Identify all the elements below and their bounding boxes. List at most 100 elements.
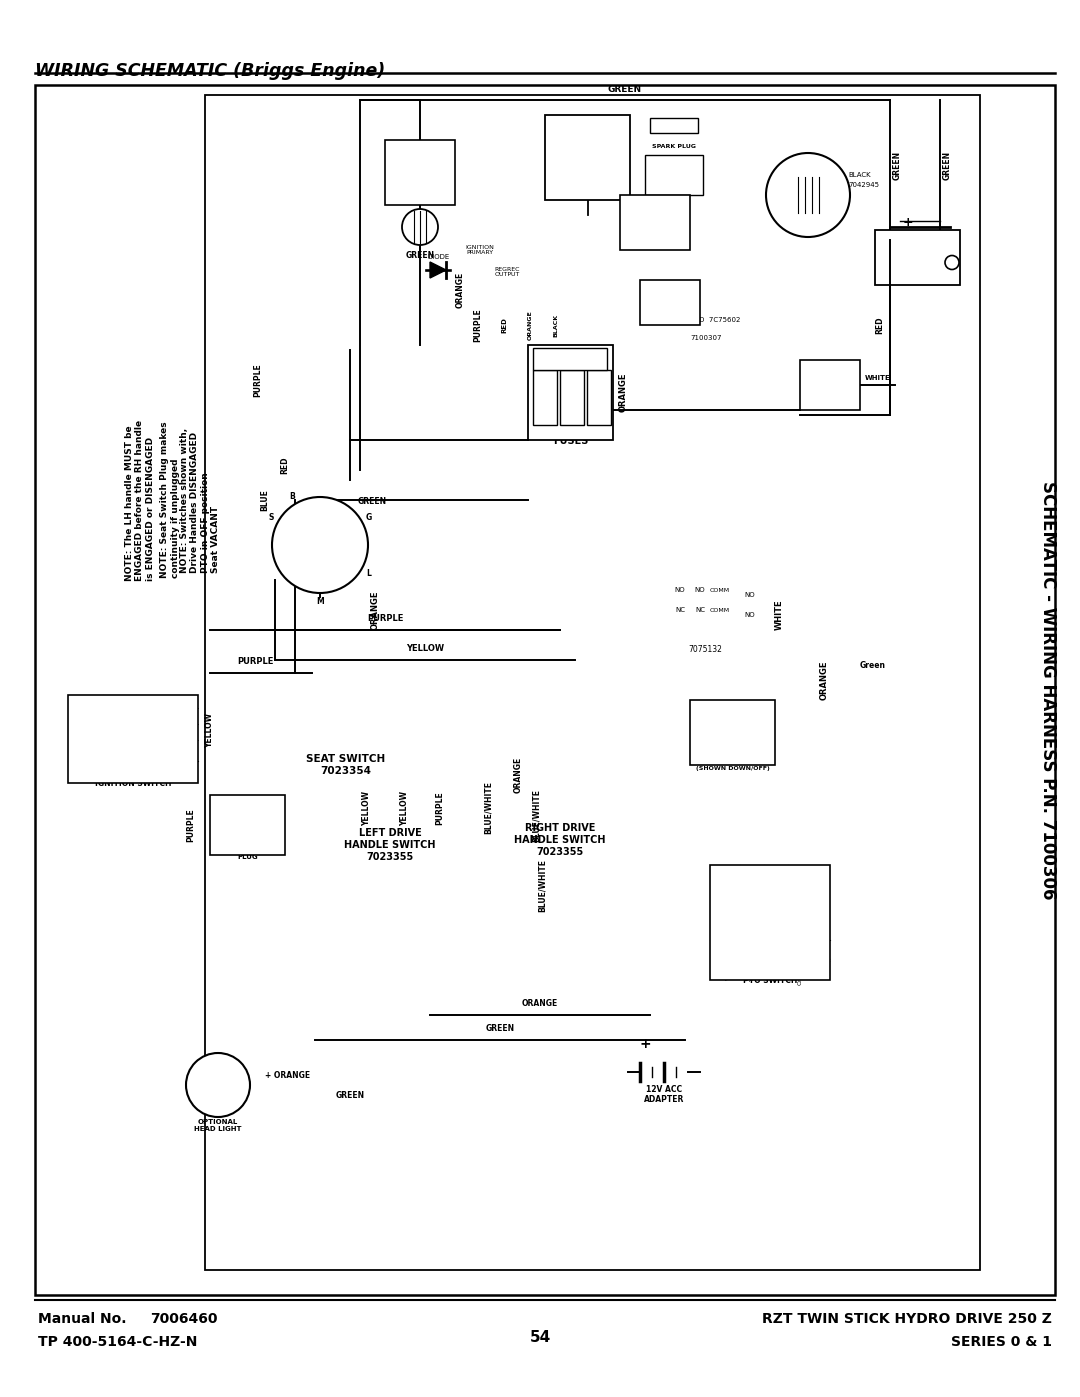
- Text: SPARK PLUG: SPARK PLUG: [652, 144, 696, 149]
- Bar: [561, 370, 584, 425]
- Text: SCHEMATIC - WIRING HARNESS P.N. 7100306: SCHEMATIC - WIRING HARNESS P.N. 7100306: [1039, 481, 1057, 900]
- Text: 12V ACC
ADAPTER: 12V ACC ADAPTER: [644, 1084, 685, 1104]
- Text: START: START: [537, 408, 553, 414]
- Circle shape: [186, 1053, 249, 1118]
- Bar: [650, 117, 698, 133]
- Text: RED: RED: [875, 316, 885, 334]
- Text: MOTOR: MOTOR: [792, 203, 824, 211]
- Text: SOLENOID
7075022: SOLENOID 7075022: [810, 379, 850, 391]
- Text: NO: NO: [745, 592, 755, 598]
- Text: Blue/White: Blue/White: [716, 957, 754, 963]
- Text: RED: RED: [501, 317, 507, 332]
- Bar: [68, 694, 198, 782]
- Text: 1 OFF: 1 OFF: [73, 729, 89, 735]
- Bar: [645, 155, 703, 196]
- Text: RED: RED: [431, 217, 440, 233]
- Text: PTO CLUTCH
LOAD
1717864: PTO CLUTCH LOAD 1717864: [395, 162, 445, 183]
- Text: +: +: [639, 1037, 651, 1051]
- Text: ORANGE: ORANGE: [456, 272, 464, 309]
- Text: WIRING SCHEMATIC (Briggs Engine): WIRING SCHEMATIC (Briggs Engine): [35, 61, 386, 80]
- Bar: [545, 115, 630, 200]
- Text: PURPLE: PURPLE: [435, 791, 445, 824]
- Text: YELLOW: YELLOW: [406, 644, 444, 652]
- Text: S: S: [269, 513, 274, 521]
- Text: B+L: B+L: [157, 746, 170, 750]
- Text: GREEN: GREEN: [357, 496, 387, 506]
- Text: RED  7C75602: RED 7C75602: [690, 317, 741, 323]
- Bar: [690, 700, 775, 766]
- Text: G: G: [365, 513, 372, 521]
- Text: Orange: Orange: [797, 963, 802, 985]
- Text: NOTE: Seat Switch Plug makes
continuity if unplugged: NOTE: Seat Switch Plug makes continuity …: [160, 422, 179, 578]
- Text: BLACK: BLACK: [848, 172, 870, 177]
- Text: ORANGE: ORANGE: [522, 999, 558, 1009]
- Text: 30A: 30A: [594, 420, 605, 425]
- Text: WHITE: WHITE: [865, 374, 891, 381]
- Text: PURPLE: PURPLE: [186, 807, 195, 842]
- Text: ORANGE: ORANGE: [370, 591, 379, 630]
- Text: 7075132: 7075132: [744, 870, 775, 876]
- Text: ACC.: ACC.: [563, 355, 579, 360]
- Text: YELLOW: YELLOW: [205, 712, 215, 747]
- Text: 7100326: 7100326: [660, 168, 688, 172]
- Text: OPTIONAL
HEAD LIGHT: OPTIONAL HEAD LIGHT: [194, 1119, 242, 1132]
- Text: BLACK: BLACK: [554, 313, 558, 337]
- Text: COMM: COMM: [710, 588, 730, 592]
- Text: Green: Green: [860, 661, 886, 669]
- Bar: [35, 85, 1055, 1295]
- Text: GREEN: GREEN: [485, 1024, 514, 1032]
- Text: 7075132: 7075132: [688, 645, 721, 655]
- Text: ANTI-BACKFIRE
SOLENOID: ANTI-BACKFIRE SOLENOID: [627, 217, 683, 228]
- Text: X: X: [116, 697, 120, 703]
- Text: NO: NO: [745, 612, 755, 617]
- Text: 15A: 15A: [540, 420, 551, 425]
- Bar: [528, 345, 613, 440]
- Text: N C: N C: [814, 888, 825, 894]
- Text: DIODE: DIODE: [427, 254, 449, 260]
- Text: SEAT SWITCH
7023354: SEAT SWITCH 7023354: [307, 754, 386, 775]
- Text: IGNITION: IGNITION: [300, 538, 340, 546]
- Text: 7006460: 7006460: [150, 1312, 217, 1326]
- Text: Yellow: Yellow: [750, 963, 755, 981]
- Text: HARNESS: HARNESS: [659, 180, 689, 186]
- Bar: [534, 370, 557, 425]
- Text: G+M: G+M: [110, 746, 125, 750]
- Text: NC: NC: [696, 608, 705, 613]
- Text: GREEN: GREEN: [943, 151, 951, 180]
- Text: 7075132: 7075132: [717, 722, 748, 728]
- Text: NC: NC: [675, 608, 685, 613]
- Text: B·L: B·L: [158, 768, 167, 773]
- Bar: [640, 279, 700, 326]
- Text: 7100449
BATTERY: 7100449 BATTERY: [899, 247, 936, 267]
- Text: Green: Green: [773, 963, 779, 981]
- Text: NO: NO: [675, 587, 686, 592]
- Text: BLUE: BLUE: [260, 489, 270, 511]
- Text: GREEN: GREEN: [893, 151, 902, 180]
- Text: PTO: PTO: [567, 420, 578, 425]
- Text: G·M: G·M: [112, 768, 124, 773]
- Text: SEAT SWITCH
PLUG: SEAT SWITCH PLUG: [221, 847, 274, 861]
- Text: 30A: 30A: [567, 408, 578, 414]
- Text: NOTE: Switches shown with,
Drive Handles DISENGAGED
PTO in OFF position
Seat VAC: NOTE: Switches shown with, Drive Handles…: [180, 427, 220, 573]
- Text: BLUE/WHITE: BLUE/WHITE: [531, 788, 540, 841]
- Text: NO: NO: [742, 753, 750, 759]
- Bar: [800, 360, 860, 409]
- Bar: [534, 348, 607, 370]
- Text: 2 ON: 2 ON: [73, 714, 86, 718]
- Text: B: B: [289, 492, 295, 502]
- Text: BRIGGS
ENGINE: BRIGGS ENGINE: [568, 148, 607, 168]
- Text: M: M: [316, 597, 324, 605]
- Text: SERIES 0 & 1: SERIES 0 & 1: [951, 1336, 1052, 1350]
- Circle shape: [945, 256, 959, 270]
- Text: ORANGE: ORANGE: [527, 310, 532, 339]
- Text: ORANGE: ORANGE: [820, 661, 829, 700]
- Text: CHARG: CHARG: [590, 408, 609, 414]
- Polygon shape: [430, 263, 446, 278]
- Bar: [384, 140, 455, 205]
- Text: 7026343: 7026343: [305, 566, 336, 571]
- Bar: [875, 231, 960, 285]
- Text: FUSES: FUSES: [553, 436, 589, 446]
- Text: (SHOWN DOWN/OFF): (SHOWN DOWN/OFF): [737, 975, 804, 981]
- Text: ORANGE: ORANGE: [619, 373, 627, 412]
- Text: + ORANGE: + ORANGE: [265, 1070, 310, 1080]
